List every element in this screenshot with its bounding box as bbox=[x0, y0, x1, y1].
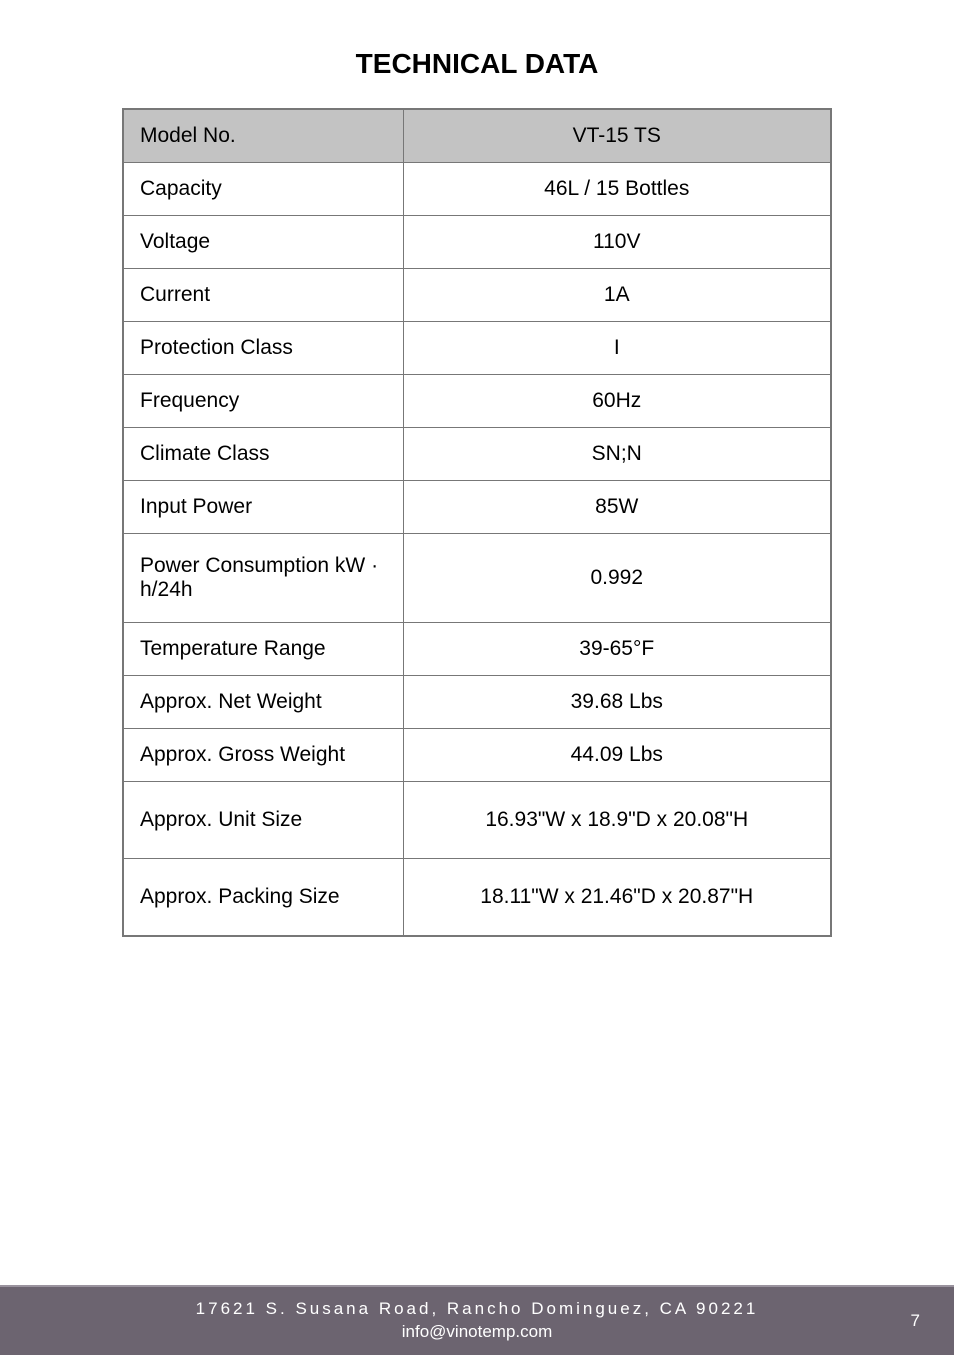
table-row: Input Power 85W bbox=[123, 481, 831, 534]
footer-email: info@vinotemp.com bbox=[196, 1321, 759, 1344]
row-label: Climate Class bbox=[123, 428, 403, 481]
row-label: Temperature Range bbox=[123, 623, 403, 676]
table-row: Current 1A bbox=[123, 269, 831, 322]
table-row: Frequency 60Hz bbox=[123, 375, 831, 428]
row-label: Approx. Unit Size bbox=[123, 782, 403, 859]
row-value: 0.992 bbox=[403, 534, 831, 623]
header-label: Model No. bbox=[123, 109, 403, 163]
row-value: 39.68 Lbs bbox=[403, 676, 831, 729]
table-row: Voltage 110V bbox=[123, 216, 831, 269]
row-value: 1A bbox=[403, 269, 831, 322]
table-row: Temperature Range 39-65°F bbox=[123, 623, 831, 676]
table-row: Approx. Packing Size 18.11"W x 21.46"D x… bbox=[123, 859, 831, 937]
row-label: Approx. Net Weight bbox=[123, 676, 403, 729]
row-value: I bbox=[403, 322, 831, 375]
row-value: 39-65°F bbox=[403, 623, 831, 676]
row-value: SN;N bbox=[403, 428, 831, 481]
header-value: VT-15 TS bbox=[403, 109, 831, 163]
table-row: Capacity 46L / 15 Bottles bbox=[123, 163, 831, 216]
row-label: Voltage bbox=[123, 216, 403, 269]
spec-table: Model No. VT-15 TS Capacity 46L / 15 Bot… bbox=[122, 108, 832, 937]
row-value: 44.09 Lbs bbox=[403, 729, 831, 782]
row-label: Frequency bbox=[123, 375, 403, 428]
row-value: 60Hz bbox=[403, 375, 831, 428]
footer-page-number: 7 bbox=[911, 1311, 920, 1331]
page-title: TECHNICAL DATA bbox=[0, 0, 954, 108]
footer-bar: 17621 S. Susana Road, Rancho Dominguez, … bbox=[0, 1285, 954, 1355]
row-value: 46L / 15 Bottles bbox=[403, 163, 831, 216]
row-value: 85W bbox=[403, 481, 831, 534]
table-header-row: Model No. VT-15 TS bbox=[123, 109, 831, 163]
row-label: Current bbox=[123, 269, 403, 322]
row-label: Protection Class bbox=[123, 322, 403, 375]
footer-text: 17621 S. Susana Road, Rancho Dominguez, … bbox=[196, 1298, 759, 1344]
table-row: Climate Class SN;N bbox=[123, 428, 831, 481]
row-label: Power Consumption kW · h/24h bbox=[123, 534, 403, 623]
table-row: Protection Class I bbox=[123, 322, 831, 375]
row-label: Input Power bbox=[123, 481, 403, 534]
row-label: Capacity bbox=[123, 163, 403, 216]
row-label: Approx. Gross Weight bbox=[123, 729, 403, 782]
row-value: 110V bbox=[403, 216, 831, 269]
footer-address: 17621 S. Susana Road, Rancho Dominguez, … bbox=[196, 1298, 759, 1321]
table-row: Power Consumption kW · h/24h 0.992 bbox=[123, 534, 831, 623]
row-value: 16.93"W x 18.9"D x 20.08"H bbox=[403, 782, 831, 859]
table-row: Approx. Net Weight 39.68 Lbs bbox=[123, 676, 831, 729]
table-row: Approx. Unit Size 16.93"W x 18.9"D x 20.… bbox=[123, 782, 831, 859]
row-value: 18.11"W x 21.46"D x 20.87"H bbox=[403, 859, 831, 937]
row-label: Approx. Packing Size bbox=[123, 859, 403, 937]
table-row: Approx. Gross Weight 44.09 Lbs bbox=[123, 729, 831, 782]
